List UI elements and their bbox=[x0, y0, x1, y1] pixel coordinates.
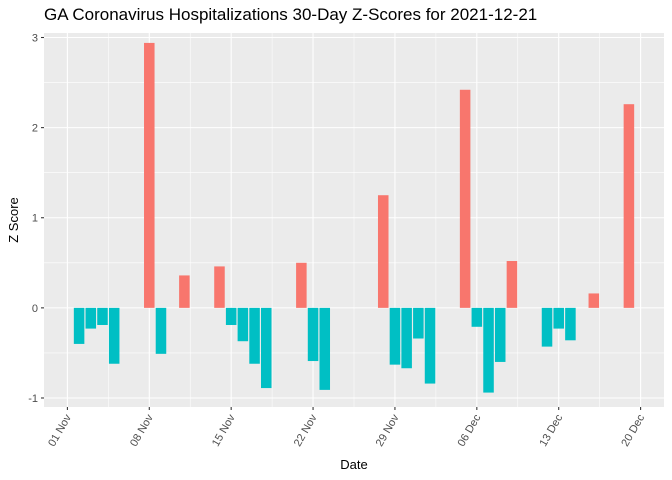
bar bbox=[144, 42, 155, 308]
bar bbox=[565, 307, 576, 341]
x-tick-label: 22 Nov bbox=[292, 412, 320, 449]
bar bbox=[541, 307, 553, 347]
x-tick-label: 20 Dec bbox=[619, 412, 647, 449]
bar bbox=[179, 275, 190, 308]
bar bbox=[296, 262, 307, 308]
bar bbox=[377, 195, 389, 308]
x-tick-label: 01 Nov bbox=[46, 412, 74, 449]
y-tick-label: 2 bbox=[32, 123, 38, 135]
bar bbox=[108, 307, 120, 364]
bar bbox=[494, 307, 506, 362]
bar bbox=[588, 293, 600, 308]
bar bbox=[483, 307, 494, 393]
y-tick-label: 0 bbox=[32, 303, 38, 315]
x-axis-title: Date bbox=[340, 457, 367, 472]
y-axis-title: Z Score bbox=[6, 197, 21, 243]
bar bbox=[413, 307, 424, 339]
bar bbox=[237, 307, 249, 342]
x-tick-label: 08 Nov bbox=[128, 412, 156, 449]
bar bbox=[97, 307, 108, 325]
x-tick-label: 13 Dec bbox=[537, 412, 565, 449]
bar bbox=[307, 307, 319, 362]
bar bbox=[471, 307, 483, 327]
chart-title: GA Coronavirus Hospitalizations 30-Day Z… bbox=[44, 5, 537, 24]
bar bbox=[155, 307, 167, 354]
bar bbox=[261, 307, 272, 389]
bar bbox=[459, 89, 471, 308]
bar bbox=[319, 307, 331, 390]
bar bbox=[401, 307, 412, 369]
bar bbox=[85, 307, 97, 329]
y-tick-label: 1 bbox=[32, 213, 38, 225]
bar bbox=[73, 307, 85, 344]
bar bbox=[424, 307, 436, 384]
bar bbox=[225, 307, 237, 325]
x-tick-label: 29 Nov bbox=[374, 412, 402, 449]
bar bbox=[389, 307, 401, 365]
y-tick-label: 3 bbox=[32, 33, 38, 45]
x-tick-label: 06 Dec bbox=[456, 412, 484, 449]
bar bbox=[623, 104, 635, 308]
bar bbox=[506, 261, 518, 308]
bar bbox=[553, 307, 564, 329]
y-tick-label: -1 bbox=[28, 393, 38, 405]
x-tick-label: 15 Nov bbox=[210, 412, 238, 449]
bar bbox=[249, 307, 260, 364]
bar bbox=[214, 266, 225, 308]
